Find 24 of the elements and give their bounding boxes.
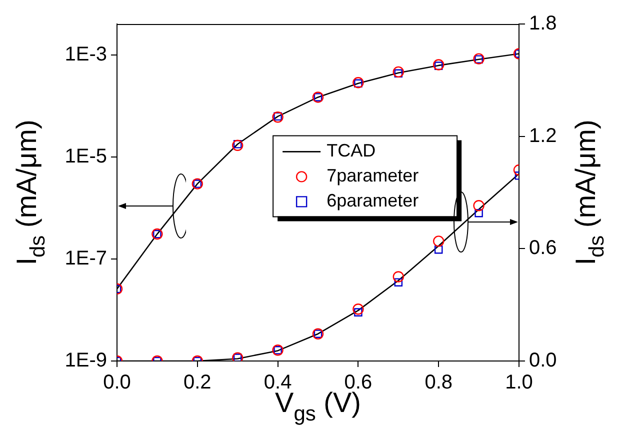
legend-label: 6parameter — [326, 190, 419, 211]
point — [392, 66, 404, 78]
x-tick-label: 0.4 — [264, 372, 292, 394]
x-tick-label: 0.2 — [183, 372, 212, 394]
x-tick-label: 0.8 — [424, 372, 453, 394]
y-tick-label: 1E-3 — [64, 44, 107, 66]
point — [434, 62, 443, 70]
legend-label: TCAD — [326, 140, 376, 161]
y-tick-label: 1E-9 — [64, 350, 107, 372]
y2-tick-label: 0.0 — [529, 350, 557, 372]
point — [394, 69, 403, 78]
legend-label: 7parameter — [326, 166, 419, 186]
x-tick-label: 1.0 — [505, 372, 533, 394]
y-tick-label: 1E-7 — [64, 248, 107, 270]
point — [433, 59, 444, 70]
y2-tick-label: 1.2 — [529, 124, 557, 147]
y2-tick-label: 1.8 — [529, 12, 557, 35]
point — [232, 140, 244, 152]
y2-axis-title: Ids (mA/μm) — [570, 120, 608, 266]
y-axis-title: Ids (mA/μm) — [11, 120, 50, 266]
x-tick-label: 0.0 — [103, 372, 131, 394]
point — [233, 140, 242, 148]
y2-tick-label: 0.6 — [529, 237, 557, 260]
y-tick-label: 1E-5 — [64, 146, 107, 168]
